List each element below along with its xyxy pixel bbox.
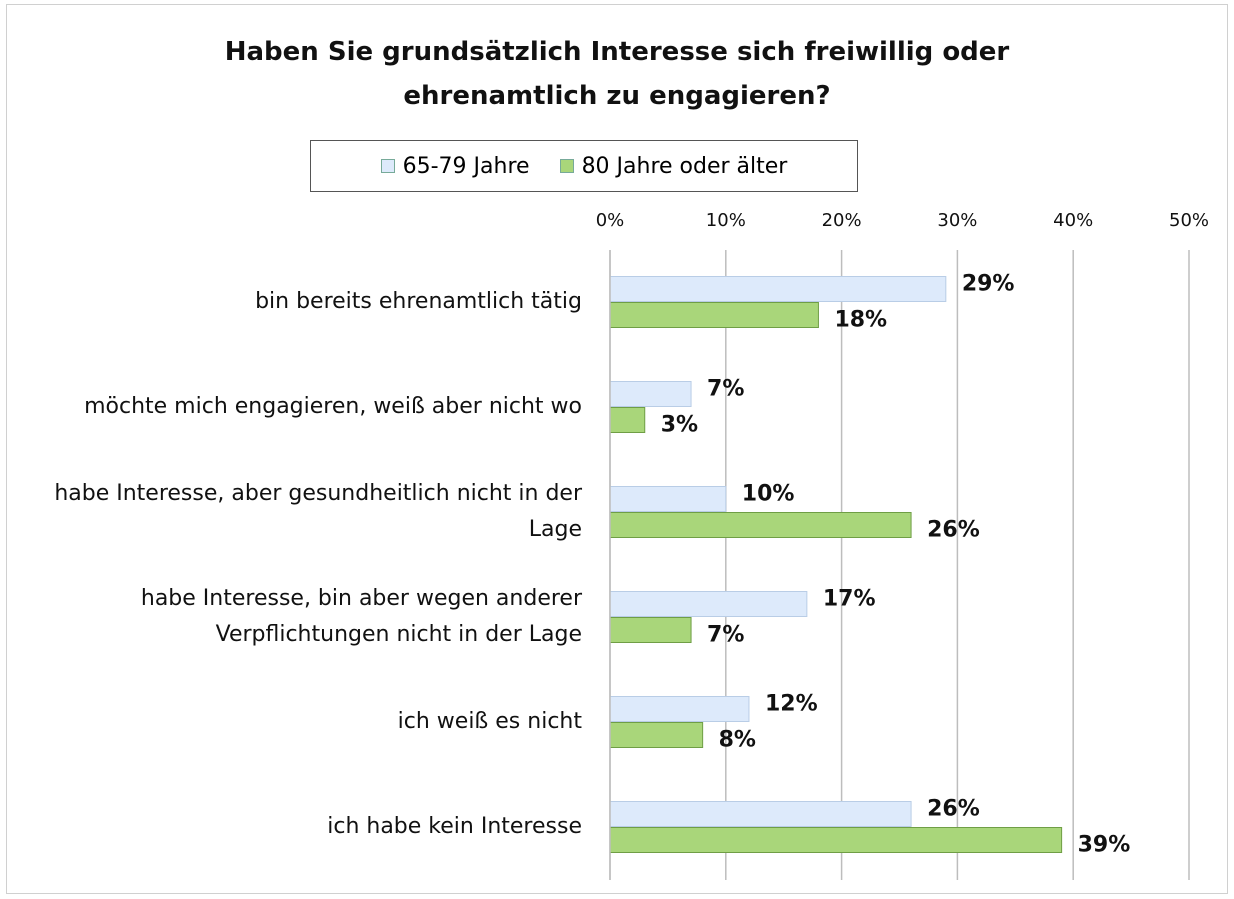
value-label: 12%: [764, 691, 818, 716]
category-label: ich habe kein Interesse: [327, 813, 582, 839]
value-label: 29%: [961, 271, 1015, 296]
legend-swatch: [380, 159, 395, 173]
category-label: ich weiß es nicht: [397, 708, 582, 734]
bar: [609, 722, 704, 748]
value-label: 17%: [822, 586, 876, 611]
x-tick-label: 10%: [705, 210, 746, 231]
bar: [609, 486, 727, 512]
category-label: habe Interesse, aber gesundheitlich nich…: [54, 480, 582, 542]
legend-label: 80 Jahre oder älter: [581, 153, 788, 179]
bar: [609, 302, 819, 328]
value-label: 7%: [707, 622, 745, 647]
value-label: 26%: [927, 796, 980, 821]
chart-title: Haben Sie grundsätzlich Interesse sich f…: [224, 37, 1010, 111]
legend-item: 65-79 Jahre: [380, 153, 530, 179]
value-label: 39%: [1077, 832, 1131, 857]
x-tick-label: 30%: [937, 210, 978, 231]
bar: [609, 381, 692, 407]
bar: [609, 801, 912, 827]
legend-item: 80 Jahre oder älter: [559, 153, 788, 179]
legend: 65-79 Jahre 80 Jahre oder älter: [310, 140, 858, 192]
x-tick-label: 20%: [821, 210, 862, 231]
category-label: bin bereits ehrenamtlich tätig: [255, 288, 582, 314]
bar: [609, 696, 750, 722]
x-tick-label: 40%: [1053, 210, 1094, 231]
legend-swatch: [559, 159, 574, 173]
value-label: 8%: [718, 727, 756, 752]
legend-label: 65-79 Jahre: [402, 153, 530, 179]
bar: [609, 617, 692, 643]
bar: [609, 512, 912, 538]
x-tick-label: 0%: [595, 210, 625, 231]
x-tick-label: 50%: [1168, 210, 1210, 231]
chart-frame: [6, 4, 1228, 894]
bar: [609, 407, 646, 433]
bar: [609, 276, 947, 302]
value-label: 26%: [927, 517, 980, 542]
bar: [609, 591, 808, 617]
value-label: 18%: [834, 307, 888, 332]
category-label: habe Interesse, bin aber wegen anderer V…: [140, 585, 582, 647]
value-label: 10%: [741, 481, 795, 506]
bar: [609, 827, 1063, 853]
category-label: möchte mich engagieren, weiß aber nicht …: [84, 393, 582, 419]
value-label: 7%: [707, 376, 745, 401]
value-label: 3%: [660, 412, 699, 437]
